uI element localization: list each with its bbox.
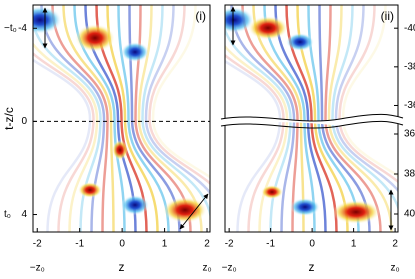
x-tick-label: 2 — [204, 239, 210, 250]
panel-label: (i) — [195, 9, 206, 23]
y-tick-label: 4 — [21, 209, 27, 220]
heatmap-blob — [112, 140, 128, 160]
arrow — [179, 193, 209, 230]
fringe — [33, 51, 95, 232]
y-tick-label: -38 — [404, 61, 415, 72]
fringe — [324, 5, 382, 232]
heatmap-blob — [248, 16, 288, 40]
axis-break — [220, 113, 404, 122]
heatmap-blob — [261, 185, 283, 199]
x-tick-label: -2 — [33, 239, 42, 250]
fringe — [62, 5, 115, 232]
fringe — [263, 5, 316, 232]
x-tick-label: 2 — [392, 239, 398, 250]
heatmap-blob — [332, 200, 380, 224]
heatmap-blob — [286, 33, 314, 51]
y-tick-label: -36 — [404, 100, 415, 111]
y-axis-label: t-z/c — [2, 107, 16, 130]
panel-label: (ii) — [381, 9, 394, 23]
heatmap-blob — [121, 42, 149, 62]
fringe — [51, 5, 109, 232]
x-tick-label: 0 — [309, 239, 315, 250]
x-extra-label: −z₀ — [222, 263, 237, 274]
x-tick-label: 0 — [119, 239, 125, 250]
x-tick-label: -1 — [266, 239, 275, 250]
fringe — [318, 5, 371, 232]
fringe — [141, 5, 210, 219]
heatmap-blob — [163, 197, 207, 223]
heatmap-blob — [75, 24, 115, 52]
fringe — [334, 5, 398, 193]
fringe — [252, 5, 305, 232]
heatmap-blob — [121, 195, 149, 215]
fringe — [33, 58, 92, 232]
x-extra-label: −z₀ — [30, 263, 45, 274]
x-tick-label: 1 — [351, 239, 357, 250]
fringe — [151, 5, 210, 179]
fringe — [230, 5, 296, 232]
fringe — [106, 5, 159, 232]
heatmap-blob — [225, 7, 254, 33]
y-tick-label: -4 — [18, 23, 27, 34]
fringe — [144, 5, 210, 196]
fringe — [225, 44, 289, 232]
x-axis-label: z — [309, 260, 315, 274]
fringe — [148, 5, 210, 186]
heatmap-blob — [78, 182, 102, 198]
fringe — [225, 59, 282, 232]
y-extra-label: −t₀ — [4, 23, 17, 34]
fringe — [225, 53, 285, 232]
x-tick-label: -1 — [75, 239, 84, 250]
fringe — [327, 5, 393, 232]
fringe — [307, 5, 360, 232]
x-tick-label: -2 — [225, 239, 234, 250]
y-tick-label: -40 — [404, 23, 415, 34]
axis-break — [220, 120, 404, 129]
fringe — [241, 5, 299, 232]
heatmap-field — [33, 5, 210, 232]
x-axis-label: z — [119, 260, 125, 274]
fringe — [33, 41, 99, 232]
x-extra-label: z₀ — [202, 263, 211, 274]
fringe — [274, 5, 327, 232]
y-tick-label: 36 — [404, 129, 415, 140]
y-tick-label: 40 — [404, 209, 415, 220]
x-tick-label: 1 — [162, 239, 168, 250]
y-tick-label: 0 — [21, 116, 27, 127]
fringe — [117, 5, 170, 232]
y-extra-label: t₀ — [4, 209, 11, 220]
x-extra-label: z₀ — [391, 263, 400, 274]
heatmap-blob — [290, 198, 320, 216]
plot-frame — [32, 4, 211, 233]
y-tick-label: 38 — [404, 169, 415, 180]
annotations — [42, 6, 404, 231]
